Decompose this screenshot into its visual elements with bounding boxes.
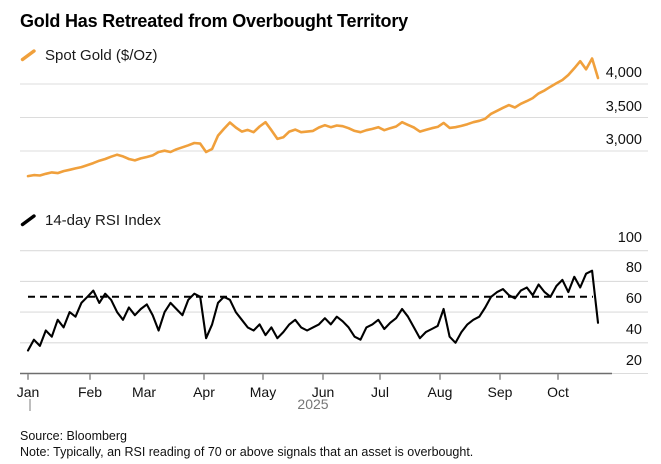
y-tick-label: 20: [625, 352, 642, 369]
source-line: Source: Bloomberg: [20, 429, 128, 443]
legend-spot-gold: Spot Gold ($/Oz): [20, 47, 158, 64]
x-tick-label: Oct: [547, 384, 569, 400]
gold-line-marker-icon: [20, 49, 36, 62]
y-tick-label: 40: [625, 321, 642, 338]
rsi-line-marker-icon: [20, 214, 36, 227]
x-tick-label: Apr: [193, 384, 215, 400]
x-tick-label: May: [249, 384, 277, 400]
x-tick-label: Sep: [487, 384, 513, 400]
y-tick-label: 100: [617, 229, 642, 246]
x-tick-label: Aug: [427, 384, 453, 400]
y-tick-label: 4,000: [605, 65, 642, 81]
y-tick-label: 80: [625, 260, 642, 277]
y-tick-label: 60: [625, 291, 642, 308]
y-tick-label: 3,000: [605, 132, 642, 148]
rsi-line: [26, 269, 600, 352]
legend-rsi-label: 14-day RSI Index: [45, 212, 161, 229]
legend-rsi: 14-day RSI Index: [20, 212, 161, 229]
spot-gold-line: [26, 57, 600, 178]
x-tick-label: Jan: [16, 384, 40, 400]
x-tick-label: Feb: [77, 384, 103, 400]
x-axis-year-label: 2025: [297, 396, 329, 412]
x-tick-label: Mar: [131, 384, 157, 400]
x-tick-label: Jun: [311, 384, 335, 400]
chart-title: Gold Has Retreated from Overbought Terri…: [20, 11, 408, 31]
note-line: Note: Typically, an RSI reading of 70 or…: [20, 444, 474, 459]
y-tick-label: 3,500: [605, 98, 642, 115]
x-tick-label: Jul: [371, 384, 389, 400]
legend-spot-gold-label: Spot Gold ($/Oz): [45, 47, 158, 64]
footer: Source: Bloomberg Note: Typically, an RS…: [20, 429, 473, 460]
